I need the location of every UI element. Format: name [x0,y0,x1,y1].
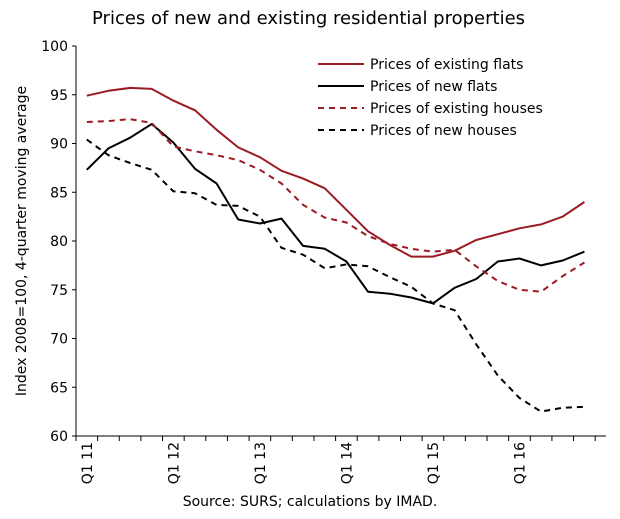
x-tick-label: Q1 12 [166,442,182,484]
series-line-1 [86,86,585,258]
series-line-4 [86,138,585,413]
chart-legend: Prices of existing flats Prices of new fl… [318,57,543,139]
y-tick-label: 95 [50,88,68,104]
legend-label-4: Prices of new houses [370,123,517,139]
y-tick-label: 85 [50,185,68,201]
chart-title: Prices of new and existing residential p… [92,8,526,29]
chart-axes: 60 65 70 75 80 85 90 95 100 Q1 11 Q1 12 Q1 13 Q1 14 Q… [41,39,606,484]
y-tick-label: 60 [50,429,68,445]
legend-label-2: Prices of new flats [370,79,497,95]
y-tick-label: 90 [50,137,68,153]
x-tick-label: Q1 11 [80,442,96,484]
legend-label-1: Prices of existing flats [370,57,523,73]
y-tick-label: 80 [50,234,68,250]
y-axis-label: Index 2008=100, 4-quarter moving average [14,86,30,396]
y-tick-label: 65 [50,380,68,396]
y-tick-label: 75 [50,283,68,299]
source-note: Source: SURS; calculations by IMAD. [182,494,438,510]
x-tick-label: Q1 15 [426,442,442,484]
x-tick-label: Q1 16 [512,442,528,484]
series-line-2 [86,123,585,305]
y-tick-label: 70 [50,332,68,348]
legend-label-3: Prices of existing houses [370,101,543,117]
x-tick-label: Q1 14 [339,442,355,484]
x-tick-label: Q1 13 [253,442,269,484]
series-line-3 [86,118,585,293]
chart-series [86,86,585,413]
y-tick-label: 100 [41,39,68,55]
